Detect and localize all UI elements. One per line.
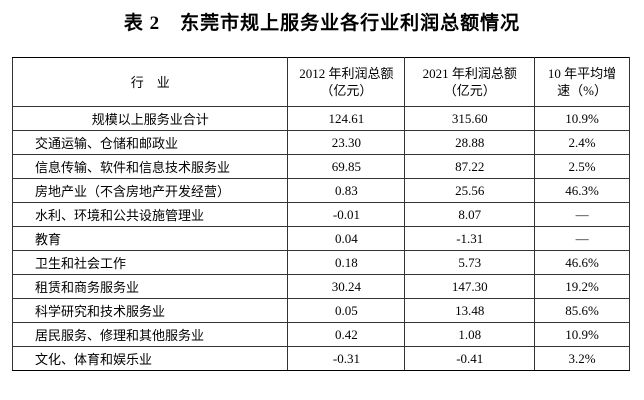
- industry-cell: 交通运输、仓储和邮政业: [11, 130, 289, 155]
- value-cell: 69.85: [287, 154, 406, 179]
- table-row: 租赁和商务服务业 30.24 147.30 19.2%: [11, 274, 630, 299]
- table-row: 房地产业（不含房地产开发经营） 0.83 25.56 46.3%: [11, 178, 630, 203]
- value-cell: 0.83: [287, 178, 406, 203]
- value-cell: 124.61: [287, 106, 406, 131]
- industry-cell: 卫生和社会工作: [11, 250, 289, 275]
- industry-cell: 水利、环境和公共设施管理业: [11, 202, 289, 227]
- value-cell: 28.88: [404, 130, 536, 155]
- table-row: 文化、体育和娱乐业 -0.31 -0.41 3.2%: [11, 346, 630, 371]
- header-line: （亿元）: [443, 83, 496, 98]
- header-line: 2012 年利润总额: [299, 66, 394, 81]
- value-cell: -0.01: [287, 202, 406, 227]
- header-row: 行 业 2012 年利润总额 （亿元） 2021 年利润总额 （亿元） 10 年平均增 速（…: [11, 57, 630, 107]
- industry-cell: 文化、体育和娱乐业: [11, 346, 289, 371]
- value-cell: 30.24: [287, 274, 406, 299]
- value-cell: 25.56: [404, 178, 536, 203]
- header-cell: 10 年平均增 速（%）: [534, 57, 630, 107]
- value-cell: 0.18: [287, 250, 406, 275]
- value-cell: 0.04: [287, 226, 406, 251]
- header-cell: 2012 年利润总额 （亿元）: [287, 57, 406, 107]
- header-line: 2021 年利润总额: [422, 66, 517, 81]
- value-cell: 1.08: [404, 322, 536, 347]
- industry-cell: 规模以上服务业合计: [11, 106, 289, 131]
- industry-cell: 居民服务、修理和其他服务业: [11, 322, 289, 347]
- value-cell: —: [534, 226, 630, 251]
- header-line: （亿元）: [320, 83, 373, 98]
- table-body: 规模以上服务业合计 124.61 315.60 10.9% 交通运输、仓储和邮政业 23.…: [11, 106, 630, 371]
- header-line: 行 业: [130, 74, 170, 90]
- header-cell: 行 业: [11, 57, 289, 107]
- value-cell: 8.07: [404, 202, 536, 227]
- value-cell: 5.73: [404, 250, 536, 275]
- header-line: 10 年平均增: [547, 66, 617, 81]
- value-cell: 87.22: [404, 154, 536, 179]
- profit-table: 行 业 2012 年利润总额 （亿元） 2021 年利润总额 （亿元） 10 年平均增 速（…: [11, 57, 630, 371]
- value-cell: 147.30: [404, 274, 536, 299]
- value-cell: 2.5%: [534, 154, 630, 179]
- industry-cell: 租赁和商务服务业: [11, 274, 289, 299]
- value-cell: 3.2%: [534, 346, 630, 371]
- value-cell: 2.4%: [534, 130, 630, 155]
- table-title: 表 2 东莞市规上服务业各行业利润总额情况: [123, 13, 521, 34]
- value-cell: 0.42: [287, 322, 406, 347]
- table-row: 规模以上服务业合计 124.61 315.60 10.9%: [11, 106, 630, 131]
- value-cell: 315.60: [404, 106, 536, 131]
- value-cell: 23.30: [287, 130, 406, 155]
- value-cell: -0.41: [404, 346, 536, 371]
- value-cell: —: [534, 202, 630, 227]
- industry-cell: 信息传输、软件和信息技术服务业: [11, 154, 289, 179]
- value-cell: 10.9%: [534, 322, 630, 347]
- table-row: 水利、环境和公共设施管理业 -0.01 8.07—: [11, 202, 630, 227]
- table-head: 行 业 2012 年利润总额 （亿元） 2021 年利润总额 （亿元） 10 年平均增 速（…: [11, 57, 630, 107]
- value-cell: 10.9%: [534, 106, 630, 131]
- industry-cell: 教育: [11, 226, 289, 251]
- value-cell: -1.31: [404, 226, 536, 251]
- value-cell: 19.2%: [534, 274, 630, 299]
- header-cell: 2021 年利润总额 （亿元）: [404, 57, 536, 107]
- table-row: 科学研究和技术服务业 0.05 13.48 85.6%: [11, 298, 630, 323]
- table-row: 信息传输、软件和信息技术服务业 69.85 87.22 2.5%: [11, 154, 630, 179]
- value-cell: 85.6%: [534, 298, 630, 323]
- industry-cell: 房地产业（不含房地产开发经营）: [11, 178, 289, 203]
- industry-cell: 科学研究和技术服务业: [11, 298, 289, 323]
- value-cell: -0.31: [287, 346, 406, 371]
- value-cell: 46.6%: [534, 250, 630, 275]
- header-line: 速（%）: [557, 83, 607, 98]
- value-cell: 0.05: [287, 298, 406, 323]
- value-cell: 46.3%: [534, 178, 630, 203]
- table-row: 交通运输、仓储和邮政业 23.30 28.88 2.4%: [11, 130, 630, 155]
- value-cell: 13.48: [404, 298, 536, 323]
- table-row: 教育 0.04 -1.31—: [11, 226, 630, 251]
- table-row: 卫生和社会工作 0.18 5.73 46.6%: [11, 250, 630, 275]
- table-row: 居民服务、修理和其他服务业 0.42 1.08 10.9%: [11, 322, 630, 347]
